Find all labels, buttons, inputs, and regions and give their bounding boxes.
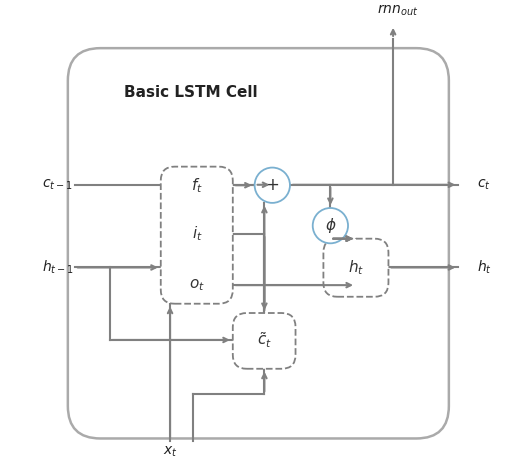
Text: $o_t$: $o_t$ [189,277,205,293]
FancyBboxPatch shape [68,48,449,439]
Text: $\phi$: $\phi$ [325,216,336,235]
FancyBboxPatch shape [323,239,389,297]
FancyBboxPatch shape [161,167,233,304]
Text: $c_t$: $c_t$ [477,178,491,192]
Circle shape [255,168,290,203]
Text: $h_{t-1}$: $h_{t-1}$ [42,259,74,276]
Text: +: + [265,176,279,194]
Text: Basic LSTM Cell: Basic LSTM Cell [124,85,257,100]
Text: $i_t$: $i_t$ [191,225,203,244]
Text: $f_t$: $f_t$ [191,176,203,195]
Text: $\tilde{c}_t$: $\tilde{c}_t$ [257,330,272,350]
Text: $rnn_{out}$: $rnn_{out}$ [377,2,419,18]
Text: $c_{t-1}$: $c_{t-1}$ [42,178,73,192]
Text: $h_t$: $h_t$ [477,259,492,276]
FancyBboxPatch shape [233,313,296,369]
Text: $x_t$: $x_t$ [163,445,177,459]
Circle shape [313,208,348,244]
Text: $h_t$: $h_t$ [348,258,364,277]
